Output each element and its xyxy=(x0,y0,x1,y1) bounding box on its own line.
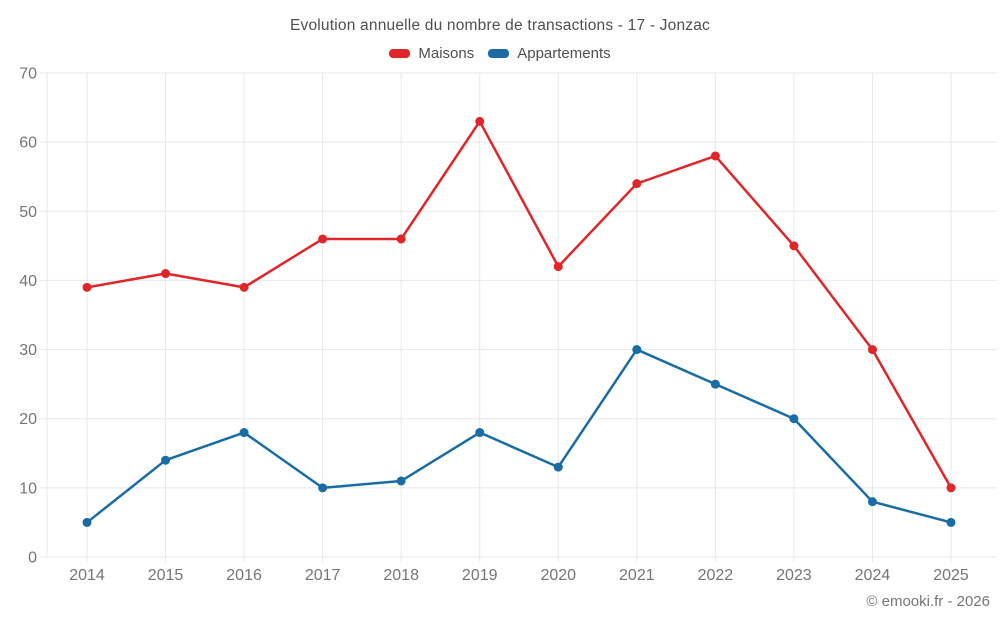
y-axis-label: 40 xyxy=(19,273,37,290)
x-axis-label: 2014 xyxy=(69,567,105,584)
x-axis-label: 2024 xyxy=(855,567,891,584)
x-axis-label: 2025 xyxy=(933,567,969,584)
x-axis-label: 2019 xyxy=(462,567,498,584)
y-axis-label: 0 xyxy=(28,550,37,567)
data-point-maisons-2019 xyxy=(475,116,485,126)
legend-item-appartements[interactable]: Appartements xyxy=(488,45,611,62)
x-axis-label: 2023 xyxy=(776,567,812,584)
y-axis-label: 30 xyxy=(19,342,37,359)
data-point-appartements-2016 xyxy=(239,428,249,438)
data-point-maisons-2025 xyxy=(946,483,956,493)
data-point-maisons-2024 xyxy=(867,345,877,355)
data-point-appartements-2020 xyxy=(553,462,563,472)
x-axis-label: 2017 xyxy=(305,567,341,584)
data-point-appartements-2022 xyxy=(710,379,720,389)
data-point-maisons-2021 xyxy=(632,179,642,189)
data-point-maisons-2014 xyxy=(82,282,92,292)
legend-swatch-maisons xyxy=(389,49,411,58)
data-point-appartements-2024 xyxy=(867,497,877,507)
legend-item-maisons[interactable]: Maisons xyxy=(389,45,474,62)
y-axis-label: 20 xyxy=(19,411,37,428)
y-axis-label: 50 xyxy=(19,204,37,221)
data-point-appartements-2018 xyxy=(396,476,406,486)
series-line-maisons xyxy=(85,120,953,490)
x-axis-label: 2015 xyxy=(148,567,184,584)
data-point-maisons-2015 xyxy=(161,269,171,279)
data-point-appartements-2023 xyxy=(789,414,799,424)
x-axis-label: 2020 xyxy=(540,567,576,584)
series-line-appartements xyxy=(85,348,953,524)
data-point-appartements-2019 xyxy=(475,428,485,438)
data-point-maisons-2020 xyxy=(553,262,563,272)
data-point-appartements-2015 xyxy=(161,455,171,465)
y-axis-label: 60 xyxy=(19,135,37,152)
x-axis-label: 2018 xyxy=(383,567,419,584)
chart-title: Evolution annuelle du nombre de transact… xyxy=(289,17,710,34)
data-point-appartements-2021 xyxy=(632,345,642,355)
data-point-maisons-2022 xyxy=(710,151,720,161)
data-point-appartements-2017 xyxy=(318,483,328,493)
x-axis-label: 2021 xyxy=(619,567,655,584)
y-axis-label: 10 xyxy=(19,480,37,497)
data-point-appartements-2014 xyxy=(82,517,92,527)
y-axis-label: 70 xyxy=(19,66,37,83)
legend-label-appartements: Appartements xyxy=(517,45,611,62)
x-axis-label: 2016 xyxy=(226,567,262,584)
x-axis-label: 2022 xyxy=(698,567,734,584)
copyright-text: © emooki.fr - 2026 xyxy=(866,593,990,610)
legend-swatch-appartements xyxy=(488,49,510,58)
legend-label-maisons: Maisons xyxy=(418,45,475,62)
data-point-maisons-2016 xyxy=(239,282,249,292)
data-point-maisons-2018 xyxy=(396,234,406,244)
chart-legend: Maisons Appartements xyxy=(0,45,1000,62)
data-point-appartements-2025 xyxy=(946,517,956,527)
data-point-maisons-2023 xyxy=(789,241,799,251)
data-point-maisons-2017 xyxy=(318,234,328,244)
